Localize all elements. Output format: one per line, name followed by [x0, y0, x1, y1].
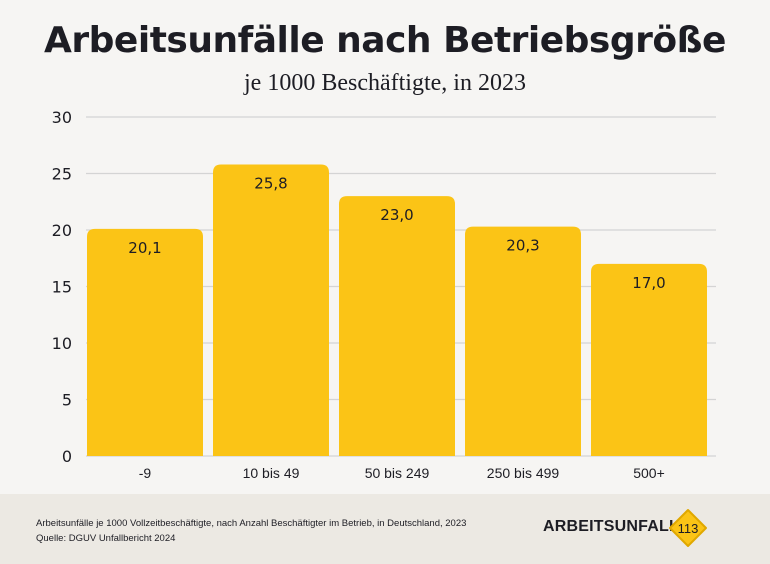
bars — [87, 164, 707, 456]
y-tick-label: 0 — [62, 447, 72, 466]
x-tick-label: 250 bis 499 — [487, 465, 560, 481]
value-label: 17,0 — [632, 274, 665, 292]
bar-chart: 0 5 10 15 20 25 30 20,1 25,8 23,0 20,3 17,0 -9 10 b… — [52, 108, 716, 481]
y-tick-label: 5 — [62, 391, 72, 410]
bar — [213, 164, 329, 456]
y-axis-ticks: 0 5 10 15 20 25 30 — [52, 108, 72, 466]
x-tick-label: 500+ — [633, 465, 665, 481]
value-label: 23,0 — [380, 206, 413, 224]
value-label: 20,1 — [128, 239, 161, 257]
bar — [87, 228, 203, 456]
chart-title: Arbeitsunfälle nach Betriebsgröße — [44, 20, 726, 61]
x-tick-label: -9 — [139, 465, 152, 481]
brand-name: ARBEITSUNFALL — [543, 518, 679, 535]
chart-subtitle: je 1000 Beschäftigte, in 2023 — [244, 70, 526, 96]
x-axis-ticks: -9 10 bis 49 50 bis 249 250 bis 499 500+ — [139, 465, 665, 481]
y-tick-label: 15 — [52, 278, 72, 297]
bar — [465, 226, 581, 456]
x-tick-label: 10 bis 49 — [243, 465, 300, 481]
y-tick-label: 20 — [52, 221, 72, 240]
bar — [339, 196, 455, 456]
value-label: 25,8 — [254, 174, 287, 192]
value-label: 20,3 — [506, 237, 539, 255]
footnote-description: Arbeitsunfälle je 1000 Vollzeitbeschäfti… — [36, 518, 467, 529]
footer: Arbeitsunfälle je 1000 Vollzeitbeschäfti… — [0, 494, 770, 564]
y-tick-label: 25 — [52, 165, 72, 184]
footnote-source: Quelle: DGUV Unfallbericht 2024 — [36, 533, 176, 544]
x-tick-label: 50 bis 249 — [365, 465, 430, 481]
badge-number: 113 — [678, 521, 699, 536]
bar — [591, 263, 707, 456]
y-tick-label: 10 — [52, 334, 72, 353]
footnote: Arbeitsunfälle je 1000 Vollzeitbeschäfti… — [36, 516, 466, 546]
diamond-sign-icon: 113 — [669, 509, 707, 547]
y-tick-label: 30 — [52, 108, 72, 127]
value-labels: 20,1 25,8 23,0 20,3 17,0 — [128, 174, 665, 291]
